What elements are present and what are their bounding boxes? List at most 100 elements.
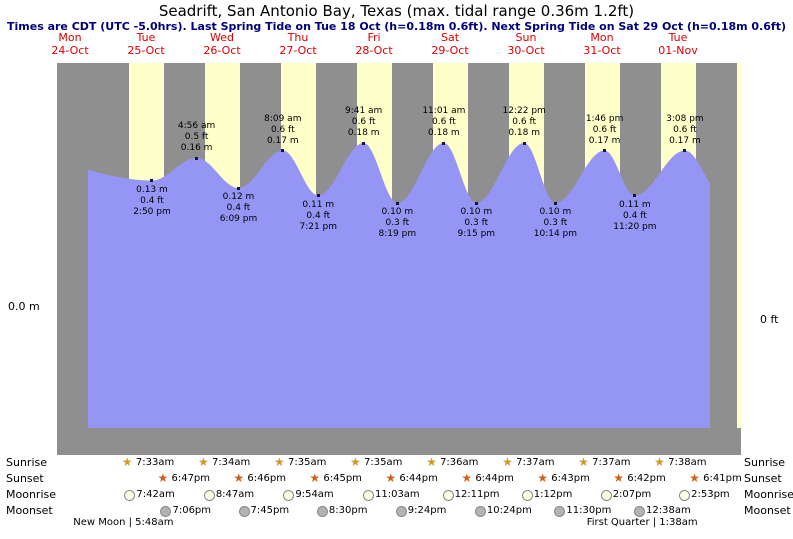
moonrise-disc-icon	[600, 490, 612, 501]
day-date: 25-Oct	[127, 44, 165, 57]
day-name: Sun	[515, 31, 537, 44]
tide-label-line: 11:01 am	[422, 106, 466, 116]
sunset-time: 6:44pm	[399, 473, 438, 484]
tide-label-line: 0.16 m	[180, 143, 213, 153]
high-tide-label: 8:09 am 0.6 ft 0.17 m	[251, 114, 315, 147]
tide-chart-plot-area: 0.13 m 0.4 ft 2:50 pm 4:56 am 0.5 ft 0.16 m 0.…	[57, 63, 741, 455]
moonset-time: 12:38am	[646, 505, 691, 516]
moonrise-time: 9:54am	[295, 489, 334, 500]
sunrise-time: 7:35am	[364, 457, 403, 468]
sunset-star-icon: ★	[689, 471, 700, 485]
tide-label-line: 0.17 m	[669, 135, 701, 146]
sunset-time: 6:43pm	[551, 473, 590, 484]
tide-label-line: 0.18 m	[508, 128, 540, 138]
tide-label-line: 0.5 ft	[184, 132, 209, 142]
tide-event-marker	[603, 149, 607, 152]
day-label: Fri 28-Oct	[342, 31, 406, 57]
day-label: Tue 25-Oct	[114, 31, 178, 57]
sunrise-time: 7:38am	[668, 457, 707, 468]
sunset-time: 6:45pm	[323, 473, 362, 484]
moonrise-disc-icon	[283, 490, 295, 501]
moonrise-time: 2:07pm	[612, 489, 652, 500]
sunset-time: 6:41pm	[703, 473, 742, 484]
moonrise-row-label-right: Moonrise	[744, 488, 793, 501]
sunrise-star-icon: ★	[502, 455, 513, 469]
day-label: Mon 31-Oct	[570, 31, 634, 57]
day-label: Tue 01-Nov	[646, 31, 710, 57]
tide-label-line: 8:09 am	[264, 113, 302, 124]
low-tide-label: 0.10 m 0.3 ft 8:19 pm	[365, 207, 429, 240]
day-name: Fri	[367, 31, 381, 44]
sunrise-star-icon: ★	[121, 455, 133, 469]
day-name: Mon	[58, 31, 82, 44]
y-axis-label-feet: 0 ft	[760, 313, 779, 326]
tide-label-line: 6:09 pm	[219, 214, 258, 224]
sunrise-time: 7:35am	[288, 457, 327, 468]
day-name: Mon	[590, 31, 614, 44]
tide-label-line: 0.11 m	[302, 199, 335, 210]
sunset-star-icon: ★	[537, 471, 549, 485]
tide-event-marker	[442, 141, 446, 145]
day-date: 30-Oct	[507, 44, 545, 57]
tide-label-line: 0.6 ft	[351, 117, 376, 127]
sunrise-time: 7:36am	[440, 457, 479, 468]
moonset-time: 9:24pm	[407, 505, 447, 516]
moonrise-disc-icon	[362, 490, 374, 501]
sunset-time: 6:42pm	[627, 473, 666, 484]
sunset-star-icon: ★	[157, 471, 169, 485]
day-date: 26-Oct	[203, 44, 241, 57]
moonset-time: 10:24pm	[486, 505, 532, 516]
low-tide-label: 0.11 m 0.4 ft 11:20 pm	[603, 200, 667, 233]
tide-event-marker	[316, 194, 320, 197]
moonrise-time: 12:11pm	[454, 489, 500, 500]
tide-event-marker	[281, 149, 285, 152]
tide-event-marker	[683, 149, 687, 152]
sunset-row-label-left: Sunset	[6, 472, 44, 485]
tide-label-line: 2:50 pm	[133, 206, 171, 217]
timezone-springtide-note: Times are CDT (UTC -5.0hrs). Last Spring…	[7, 20, 786, 33]
sunrise-star-icon: ★	[197, 455, 209, 469]
tide-label-line: 0.12 m	[222, 192, 255, 202]
tide-label-line: 3:08 pm	[666, 113, 704, 124]
moonset-time: 11:30pm	[566, 505, 612, 516]
tide-label-line: 0.10 m	[460, 207, 493, 217]
sunset-row-label-right: Sunset	[744, 472, 782, 485]
low-tide-label: 0.10 m 0.3 ft 10:14 pm	[523, 207, 587, 240]
moonset-row-label-left: Moonset	[6, 504, 53, 517]
tide-label-line: 12:22 pm	[502, 106, 546, 116]
tide-label-line: 0.6 ft	[512, 117, 537, 127]
tide-event-marker	[195, 156, 199, 160]
tide-label-line: 0.4 ft	[623, 210, 647, 221]
sunset-time: 6:46pm	[247, 473, 286, 484]
tide-event-marker	[522, 141, 526, 145]
low-tide-label: 0.11 m 0.4 ft 7:21 pm	[286, 200, 350, 233]
tide-label-line: 0.17 m	[266, 135, 299, 146]
tide-area-chart	[88, 143, 710, 428]
sunrise-row-label-right: Sunrise	[744, 456, 786, 469]
tide-label-line: 0.6 ft	[592, 124, 617, 135]
low-tide-label: 0.12 m 0.4 ft 6:09 pm	[206, 192, 270, 225]
moonset-disc-icon	[160, 506, 172, 517]
sunset-star-icon: ★	[233, 471, 245, 485]
high-tide-label: 12:22 pm 0.6 ft 0.18 m	[492, 106, 556, 139]
sunset-star-icon: ★	[613, 471, 624, 485]
tide-label-line: 0.18 m	[347, 128, 380, 138]
moonrise-disc-icon	[203, 490, 215, 501]
high-tide-label: 3:08 pm 0.6 ft 0.17 m	[653, 114, 717, 147]
sunrise-star-icon: ★	[578, 455, 589, 469]
low-tide-label: 0.10 m 0.3 ft 9:15 pm	[444, 207, 508, 240]
tide-label-line: 0.3 ft	[543, 218, 568, 228]
tide-event-marker	[236, 186, 240, 190]
moonset-time: 7:45pm	[250, 505, 290, 516]
sunset-star-icon: ★	[385, 471, 397, 485]
high-tide-label: 9:41 am 0.6 ft 0.18 m	[332, 106, 396, 139]
tide-label-line: 0.18 m	[428, 128, 460, 138]
day-date: 01-Nov	[658, 44, 698, 57]
moonrise-time: 7:42am	[136, 489, 175, 500]
moonset-time: 7:06pm	[172, 505, 212, 516]
day-date: 28-Oct	[355, 44, 393, 57]
moonrise-time: 11:03am	[374, 489, 420, 500]
tide-label-line: 0.10 m	[539, 207, 572, 217]
moonrise-disc-icon	[521, 490, 533, 501]
